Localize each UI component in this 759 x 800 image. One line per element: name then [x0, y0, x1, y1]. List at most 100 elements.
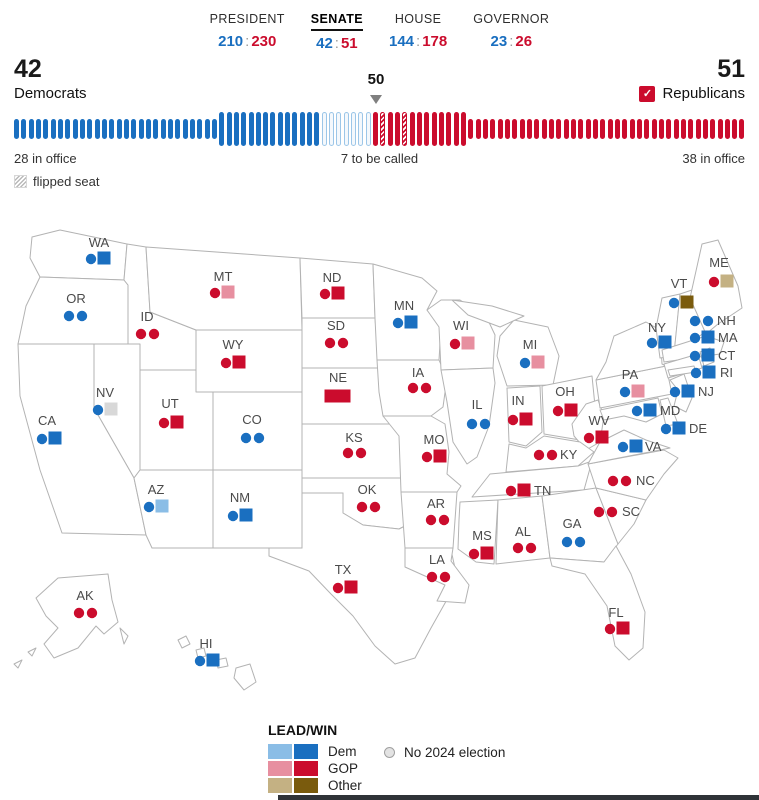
result-marker-mt-circle [209, 287, 221, 299]
seat-pill-dem-office [145, 119, 151, 139]
dem-label: Democrats [14, 85, 87, 103]
result-marker-in-square [519, 412, 533, 426]
seat-pill-gop-office [724, 119, 730, 139]
seat-pill-gop-office [607, 119, 613, 139]
legend-row-label: Other [328, 778, 362, 793]
result-marker-sd-circle [337, 337, 349, 349]
gop-in-office-caption: 38 in office [682, 151, 745, 166]
dem-score: 42 [316, 35, 333, 52]
state-label-ks: KS [345, 430, 363, 445]
legend-row-gop: GOP [268, 761, 362, 776]
seat-pill-gop-office [658, 119, 664, 139]
seat-pill-dem-elect [248, 112, 254, 146]
no-election-label: No 2024 election [404, 745, 506, 760]
seat-pill-gop-office [519, 119, 525, 139]
result-marker-il-circle [479, 418, 491, 430]
result-marker-tx-square [344, 580, 358, 594]
gop-score: 26 [515, 33, 533, 50]
seat-pill-gop-elect [439, 112, 445, 146]
state-label-la: LA [429, 552, 445, 567]
map-decoration [27, 647, 37, 657]
score-colon: : [334, 35, 339, 52]
tab-house[interactable]: HOUSE 144:178 [389, 10, 447, 52]
senate-seat-bar [14, 112, 745, 146]
next-section-divider [278, 795, 759, 800]
legend-title: LEAD/WIN [268, 722, 338, 738]
result-marker-nm-square [239, 508, 253, 522]
result-marker-il-circle [466, 418, 478, 430]
result-marker-in-circle [507, 414, 519, 426]
result-marker-oh-circle [552, 405, 564, 417]
tab-president[interactable]: PRESIDENT 210:230 [210, 10, 285, 52]
result-marker-ga-circle [574, 536, 586, 548]
tab-label: HOUSE [394, 12, 442, 26]
result-marker-ks-circle [355, 447, 367, 459]
seat-pill-gop-elect [387, 112, 393, 146]
seat-pill-gop-elect [461, 112, 467, 146]
seat-pill-gop-office [702, 119, 708, 139]
state-shape-nc [587, 449, 679, 501]
state-label-nh: NH [717, 313, 736, 328]
state-label-md: MD [660, 403, 680, 418]
state-shape-la [404, 547, 470, 604]
result-marker-ms-square [480, 546, 494, 560]
seat-pill-gop-office [688, 119, 694, 139]
tab-label: PRESIDENT [209, 12, 285, 26]
seat-pill-dem-office [175, 119, 181, 139]
seat-pill-gop-office [651, 119, 657, 139]
seat-pill-gop-elect [446, 112, 452, 146]
seat-pill-gop-office [563, 119, 569, 139]
gop-total: 51 [717, 55, 745, 83]
seat-pill-dem-office [109, 119, 115, 139]
seat-pill-uncalled [351, 112, 357, 146]
result-marker-nd-circle [319, 288, 331, 300]
state-label-ga: GA [563, 516, 582, 531]
state-label-nv: NV [96, 385, 114, 400]
seat-pill-dem-elect [307, 112, 313, 146]
seat-pill-gop-office [629, 119, 635, 139]
seat-pill-dem-office [189, 119, 195, 139]
seat-pill-gop-office [710, 119, 716, 139]
tab-score: 210:230 [210, 33, 285, 50]
seat-pill-uncalled [329, 112, 335, 146]
seat-pill-gop-office [644, 119, 650, 139]
win-swatch [294, 744, 318, 759]
state-label-vt: VT [671, 276, 688, 291]
result-marker-ri-square [702, 365, 716, 379]
seat-pill-dem-office [204, 119, 210, 139]
result-marker-fl-circle [604, 623, 616, 635]
result-marker-hi-circle [194, 655, 206, 667]
seat-pill-dem-office [167, 119, 173, 139]
map-decoration [451, 299, 525, 328]
seat-pill-dem-elect [233, 112, 239, 146]
dem-score: 210 [218, 33, 244, 50]
state-label-wy: WY [223, 337, 244, 352]
result-marker-ri-circle [690, 367, 702, 379]
state-label-ut: UT [161, 396, 178, 411]
state-shape-wa [29, 229, 128, 281]
republicans-checkbox[interactable]: ✓ [639, 85, 656, 102]
result-marker-ct-circle [689, 350, 701, 362]
result-marker-ne-square [324, 389, 338, 403]
tab-senate[interactable]: SENATE 42:51 [310, 10, 363, 52]
result-marker-ne-square [337, 389, 351, 403]
tab-governor[interactable]: GOVERNOR 23:26 [473, 10, 549, 52]
seat-pill-dem-office [182, 119, 188, 139]
result-marker-nc-circle [607, 475, 619, 487]
seat-pill-gop-office [570, 119, 576, 139]
seat-pill-gop-office [739, 119, 745, 139]
seat-pill-gop-office [622, 119, 628, 139]
seat-pill-dem-office [138, 119, 144, 139]
dem-summary: 42 Democrats [14, 56, 87, 103]
seat-pill-gop-elect [424, 112, 430, 146]
state-shape-il [440, 367, 496, 465]
state-label-wi: WI [453, 318, 469, 333]
result-marker-sc-circle [606, 506, 618, 518]
state-label-tn: TN [534, 483, 551, 498]
state-shape-wy [195, 329, 303, 393]
result-marker-me-circle [708, 276, 720, 288]
result-marker-hi-square [206, 653, 220, 667]
result-marker-mi-square [531, 355, 545, 369]
seat-pill-dem-office [35, 119, 41, 139]
